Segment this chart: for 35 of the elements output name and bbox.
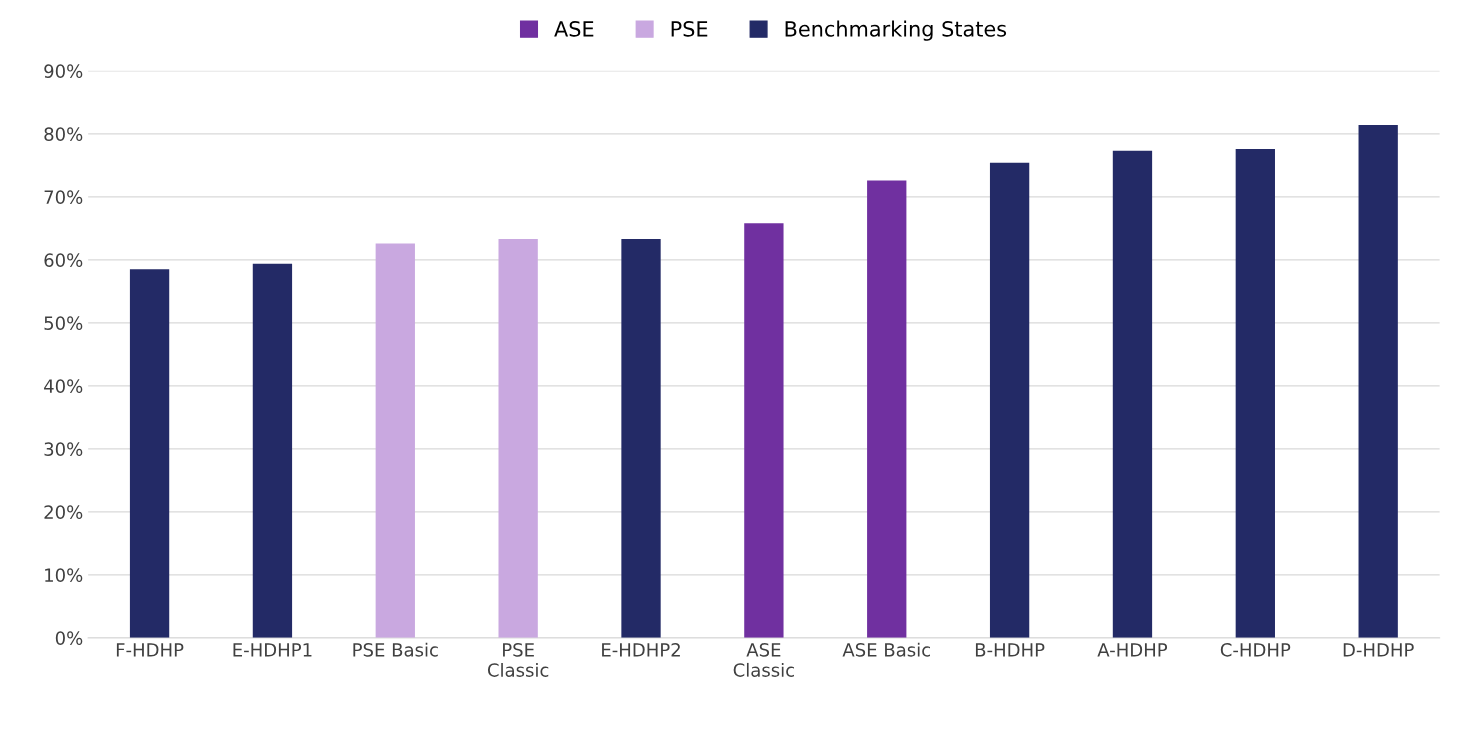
y-tick-label: 50% [44, 316, 83, 330]
x-tick-label: C-HDHP [1220, 643, 1291, 657]
bar [1358, 125, 1398, 638]
bar [1235, 148, 1275, 638]
y-tick-label: 60% [44, 253, 83, 267]
bar [252, 263, 293, 638]
bar [867, 180, 907, 638]
y-tick-label: 0% [55, 631, 83, 645]
x-tick-label: F-HDHP [116, 643, 184, 657]
bar [744, 223, 784, 638]
x-tick-label: PSE Classic [487, 643, 549, 677]
bar [1112, 150, 1153, 638]
bar [989, 162, 1030, 638]
x-tick-label: ASE Basic [842, 642, 930, 657]
y-tick-label: 70% [44, 190, 83, 204]
y-tick-label: 30% [44, 442, 83, 456]
legend-label: ASE [554, 20, 594, 37]
y-tick-label: 40% [44, 379, 83, 393]
bar [375, 243, 415, 638]
x-tick-label: ASE Classic [733, 643, 794, 677]
x-tick-label: E-HDHP1 [233, 643, 312, 657]
x-tick-label: D-HDHP [1343, 643, 1414, 657]
y-tick-label: 10% [45, 568, 83, 582]
bar [621, 239, 661, 638]
y-tick-label: 20% [44, 505, 83, 519]
x-tick-label: PSE Basic [353, 642, 438, 657]
y-tick-label: 90% [44, 64, 83, 78]
x-tick-label: B-HDHP [975, 643, 1045, 657]
bar [129, 269, 170, 638]
legend-label: PSE [671, 20, 708, 37]
bar [498, 239, 538, 638]
y-tick-label: 80% [44, 127, 83, 141]
x-tick-label: E-HDHP2 [602, 643, 680, 657]
x-tick-label: A-HDHP [1097, 643, 1168, 657]
legend-label: Benchmarking States [785, 20, 1007, 41]
